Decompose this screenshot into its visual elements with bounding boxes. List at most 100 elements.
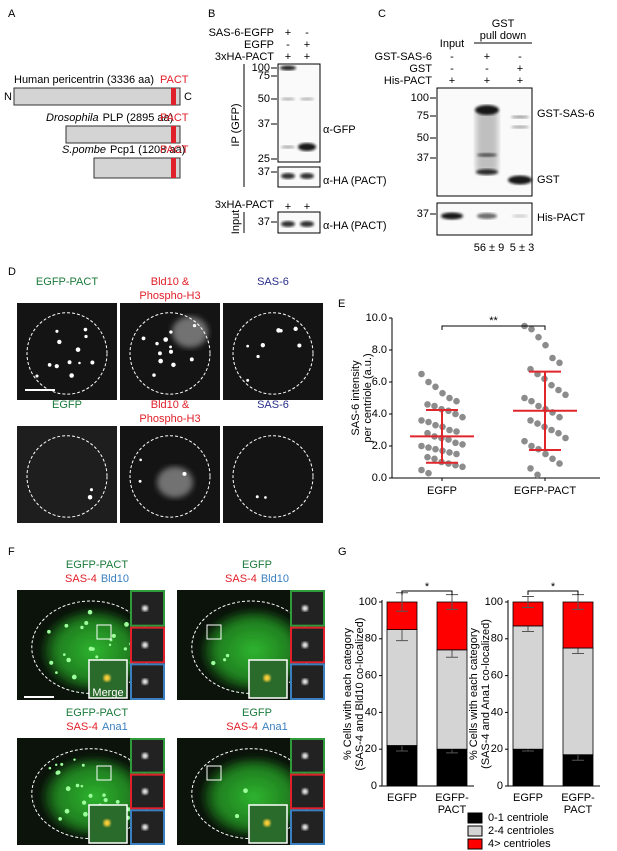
cell-outline	[129, 312, 211, 395]
x-tick-label: EGFP	[387, 792, 417, 804]
y-tick-label: 0.0	[372, 472, 387, 484]
sign: +	[285, 27, 291, 39]
panel-letter: D	[8, 266, 16, 278]
legend-swatch	[467, 825, 483, 837]
row-label: 3xHA-PACT	[215, 199, 274, 211]
marker: 50	[417, 132, 429, 144]
sd-bar	[529, 370, 561, 451]
channel-label: SAS-6	[257, 399, 289, 411]
significance-bracket	[441, 325, 546, 330]
bar-segment	[436, 649, 468, 750]
domain-label: PACT	[160, 74, 189, 86]
channel-label: Bld10 &	[151, 276, 190, 288]
panel-letter: G	[338, 546, 347, 558]
marker: 37	[258, 118, 270, 130]
x-tick-label: PACT	[564, 804, 593, 816]
centriole-spot	[192, 323, 197, 328]
data-point	[562, 434, 569, 442]
ip-label: IP (GFP)	[230, 103, 242, 146]
centriole-spot	[78, 361, 81, 365]
panel-letter: A	[8, 8, 16, 20]
data-point	[562, 391, 569, 399]
marker: 25	[258, 153, 270, 165]
marker: 37	[258, 216, 270, 228]
inset-spot	[142, 752, 148, 759]
centriole-spot	[260, 343, 265, 348]
centriole-spot	[75, 347, 81, 352]
band	[281, 221, 295, 227]
data-point	[521, 394, 528, 402]
cell-outline	[26, 312, 108, 395]
data-point	[556, 460, 563, 467]
blot	[277, 211, 321, 234]
sign: +	[517, 75, 523, 87]
data-point	[528, 325, 535, 333]
data-point	[459, 413, 466, 421]
centriole-spot	[66, 657, 71, 663]
y-axis-label: % Cells with each category	[342, 627, 354, 760]
sd-bar	[426, 409, 458, 464]
image-title: EGFP	[242, 707, 272, 719]
centriole-spot	[158, 358, 163, 364]
centriole-spot	[169, 345, 172, 349]
antibody-label: α-HA (PACT)	[323, 175, 387, 187]
channel-labels: SAS-4 Ana1	[226, 721, 288, 733]
sign: +	[517, 63, 523, 75]
channel-label: EGFP	[52, 399, 82, 411]
band	[475, 105, 499, 115]
centriole-spot	[255, 495, 259, 499]
data-point	[452, 439, 459, 447]
centriole-spot	[256, 354, 260, 359]
sign: -	[485, 63, 489, 75]
micrograph	[223, 303, 323, 400]
protein-name: Pcp1 (1208 aa)	[110, 144, 185, 156]
quantification: 56 ± 9	[474, 242, 505, 254]
centriole-spot	[87, 609, 93, 615]
channel-label: SAS-6	[257, 276, 289, 288]
significance: *	[551, 581, 556, 593]
inset-spot	[302, 678, 308, 685]
centriole-spot	[91, 647, 95, 651]
x-tick-label: PACT	[438, 804, 467, 816]
image-title: EGFP	[242, 559, 272, 571]
centriole-spot	[103, 797, 108, 803]
centriole-spot	[83, 811, 88, 817]
band	[281, 97, 295, 101]
data-point	[453, 428, 460, 435]
data-point	[549, 455, 556, 463]
micrograph	[223, 426, 323, 523]
channel: SAS-4	[226, 721, 258, 733]
antibody-label: α-GFP	[323, 124, 356, 136]
x-tick-label: EGFP-	[561, 792, 595, 804]
protein-bar	[13, 87, 181, 106]
band	[512, 214, 528, 218]
marker: 100	[252, 62, 270, 74]
marker: 50	[258, 93, 270, 105]
centriole-spot	[47, 363, 52, 367]
data-point	[424, 401, 431, 408]
centriole-spot	[80, 784, 84, 788]
y-tick-label: 2.0	[372, 440, 387, 452]
input-label: Input	[230, 210, 242, 234]
sign: +	[285, 51, 291, 63]
inset-spot	[142, 824, 148, 831]
channel: Ana1	[262, 721, 288, 733]
inset-spot	[302, 605, 308, 612]
data-point	[424, 429, 431, 437]
sign: -	[305, 27, 309, 39]
micrograph	[17, 303, 117, 400]
centriole-spot	[81, 800, 87, 805]
channel: Ana1	[102, 721, 128, 733]
centriole-spot	[35, 374, 39, 378]
data-point	[418, 442, 425, 450]
bar-segment	[436, 601, 468, 651]
channel: Bld10	[101, 573, 129, 585]
data-point	[425, 444, 432, 451]
roi-box	[96, 765, 112, 781]
centriole-spot	[83, 327, 88, 332]
y-tick-label: 100	[359, 596, 377, 608]
legend-label: 2-4 centrioles	[488, 825, 555, 837]
centriole-spot	[138, 479, 142, 483]
centriole-spot	[90, 360, 95, 365]
protein-name: Human pericentrin (3336 aa)	[14, 74, 154, 86]
